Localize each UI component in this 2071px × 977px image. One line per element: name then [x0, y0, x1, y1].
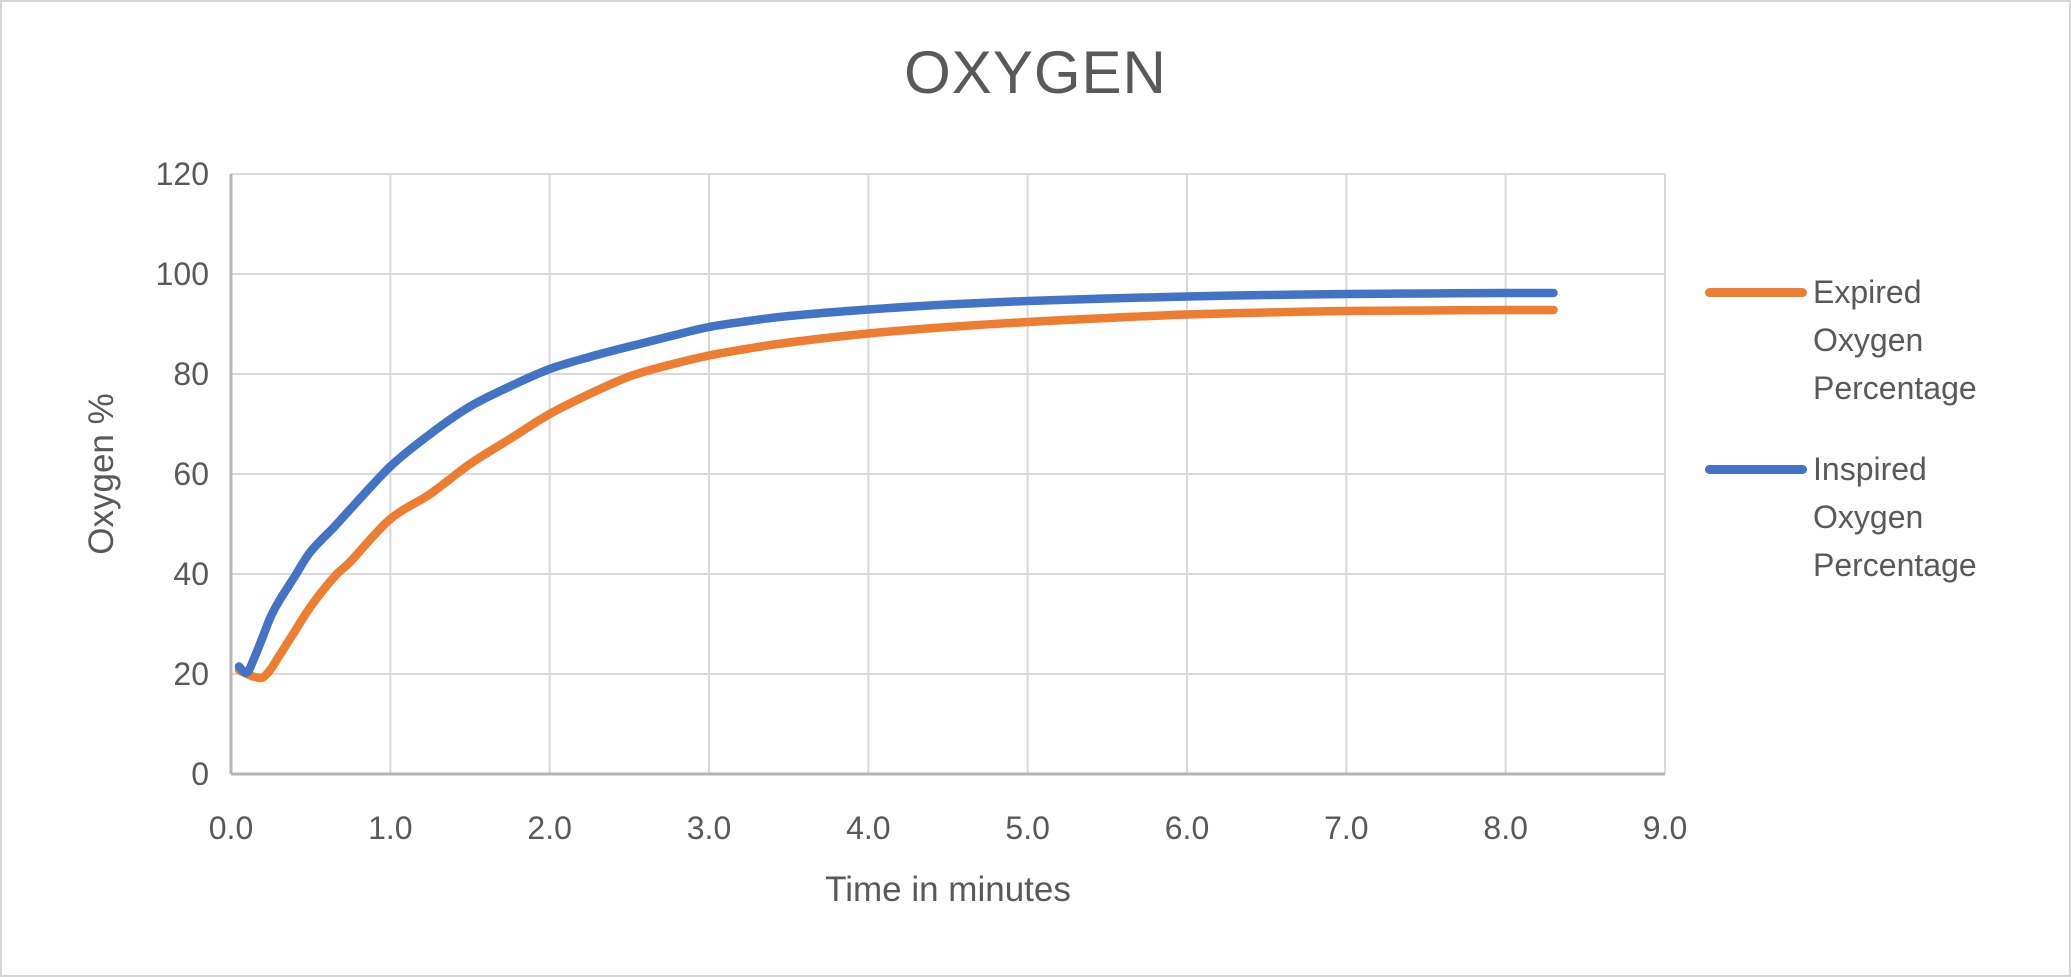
- x-tick-label: 4.0: [846, 810, 891, 846]
- x-tick-label: 2.0: [527, 810, 572, 846]
- x-tick-label: 6.0: [1164, 810, 1210, 846]
- chart-title: OXYGEN: [904, 39, 1167, 106]
- legend-line-swatch: [1705, 465, 1807, 474]
- x-tick-label: 0.0: [208, 810, 254, 846]
- y-tick-label: 80: [173, 356, 209, 392]
- x-tick-label: 8.0: [1483, 810, 1528, 846]
- y-tick-label: 60: [173, 456, 209, 492]
- legend-label: Inspired Oxygen Percentage: [1813, 451, 1977, 583]
- y-tick-label: 40: [173, 556, 209, 592]
- legend-line-swatch: [1705, 288, 1807, 297]
- x-axis-title: Time in minutes: [825, 870, 1071, 909]
- x-tick-label: 3.0: [686, 810, 732, 846]
- series-line-0: [234, 305, 1558, 683]
- y-tick-label: 120: [155, 156, 209, 192]
- x-tick-label: 7.0: [1324, 810, 1369, 846]
- y-tick-label: 0: [191, 756, 209, 792]
- x-tick-label: 9.0: [1642, 810, 1688, 846]
- x-tick-label: 5.0: [1005, 810, 1050, 846]
- y-axis-title: Oxygen %: [82, 393, 121, 555]
- legend-label: Expired Oxygen Percentage: [1813, 274, 1977, 406]
- x-tick-label: 1.0: [368, 810, 413, 846]
- y-tick-label: 100: [155, 256, 209, 292]
- legend-entry-1: Inspired Oxygen Percentage: [1705, 445, 2065, 589]
- y-tick-label: 20: [173, 656, 209, 692]
- legend-entry-0: Expired Oxygen Percentage: [1705, 268, 2065, 412]
- series-line-1: [234, 288, 1558, 677]
- legend: Expired Oxygen Percentage Inspired Oxygen…: [1705, 268, 2065, 622]
